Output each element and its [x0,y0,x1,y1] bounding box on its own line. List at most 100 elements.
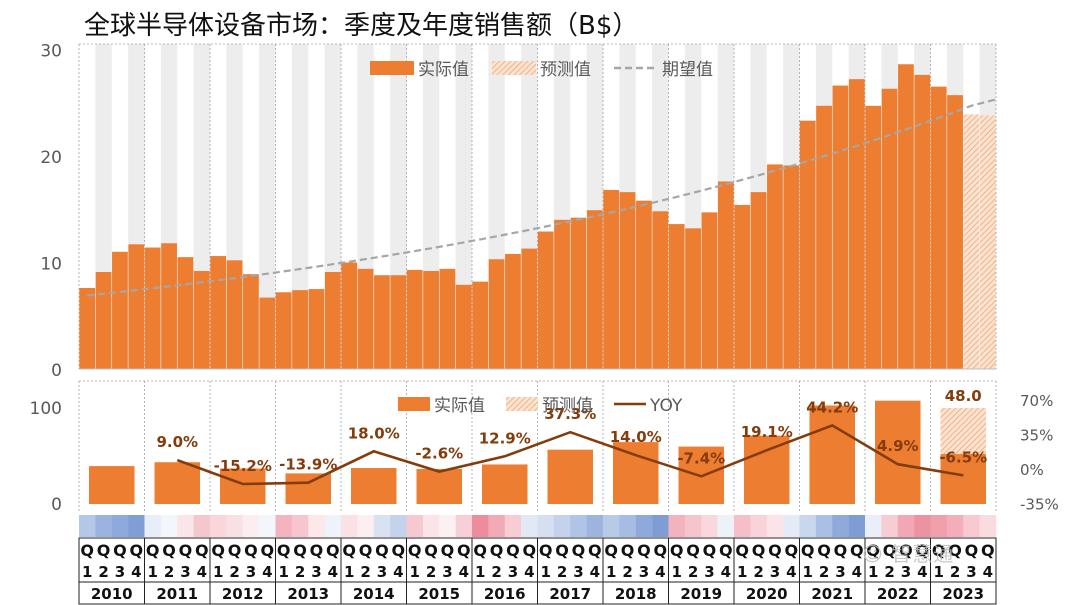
heat-cell [439,515,456,537]
actual-bar [177,257,194,369]
quarter-label-q: Q [244,541,258,560]
quarter-label-num: 3 [770,563,780,581]
quarter-label-num: 2 [622,563,632,581]
quarter-label-num: 2 [164,563,174,581]
quarter-label-q: Q [883,541,897,560]
actual-bar [537,231,554,369]
quarter-label-num: 4 [786,563,796,581]
quarter-label-num: 4 [983,563,993,581]
heat-cell [979,515,997,537]
quarter-label-q: Q [490,541,504,560]
quarter-label-num: 1 [409,563,419,581]
annual-actual-bar [482,464,528,504]
yoy-label: 19.1% [741,423,793,441]
year-label: 2019 [680,585,722,603]
annual-actual-bar [613,442,659,504]
heat-cell [652,515,669,537]
yoy-label: 44.2% [806,398,858,416]
yoy-label: -6.5% [939,448,987,466]
actual-bar [79,288,96,369]
actual-bar [308,289,325,369]
quarter-label-num: 4 [524,563,534,581]
y-tick-label: 30 [40,41,62,61]
quarter-label-q: Q [457,541,471,560]
actual-bar [947,95,963,370]
heat-cell [750,515,767,537]
heat-cell [865,515,882,537]
actual-bar [472,281,489,369]
quarter-label-q: Q [981,541,995,560]
quarter-label-q: Q [588,541,602,560]
annual-actual-bar [285,473,331,504]
legend-label-forecast: 预测值 [542,396,593,416]
heat-cell [144,515,162,537]
actual-bar [881,88,898,370]
heat-cell [422,515,440,537]
quarter-label-num: 1 [278,563,288,581]
legend-label-actual: 实际值 [418,60,469,80]
heat-cell [914,515,931,537]
heat-cell [668,515,686,537]
quarter-label-q: Q [637,541,651,560]
quarter-label-num: 2 [98,563,108,581]
quarter-label-q: Q [539,541,553,560]
year-label: 2012 [222,585,264,603]
y-tick-label: 20 [40,148,62,168]
quarter-label-num: 2 [426,563,436,581]
annual-actual-bar [220,468,266,504]
quarter-label-q: Q [375,541,389,560]
heat-cell [799,515,817,537]
actual-bar [554,219,570,369]
legend-label-actual: 实际值 [434,396,485,416]
actual-bar [341,262,358,369]
quarter-label-num: 1 [147,563,157,581]
forecast-bar [963,114,980,369]
quarter-label-q: Q [817,541,831,560]
quarter-label-num: 4 [721,563,731,581]
quarter-label-q: Q [310,541,324,560]
heat-cell [946,515,964,537]
legend-label-trend: 期望值 [662,60,713,80]
quarter-label-num: 1 [213,563,223,581]
quarter-label-q: Q [785,541,799,560]
quarter-label-num: 1 [737,563,747,581]
quarter-label-num: 3 [115,563,125,581]
quarter-label-num: 2 [295,563,305,581]
quarter-label-num: 2 [688,563,698,581]
quarter-label-num: 4 [197,563,207,581]
quarter-label-q: Q [834,541,848,560]
quarter-label-q: Q [359,541,373,560]
heat-cell [930,515,948,537]
heat-cell [766,515,784,537]
trend-line [87,98,997,297]
y-tick-label: 10 [40,254,62,274]
quarter-label-num: 2 [229,563,239,581]
annual-actual-bar [89,466,135,504]
heat-cell [603,515,620,537]
actual-bar [636,200,652,369]
quarter-label-q: Q [441,541,455,560]
chart-title: 全球半导体设备市场：季度及年度销售额（B$） [84,11,638,41]
quarter-label-q: Q [654,541,668,560]
yoy-label: -13.9% [279,456,337,474]
heat-cell [390,515,407,537]
forecast-bar [979,115,996,370]
quarter-band [259,44,276,369]
quarter-label-q: Q [392,541,406,560]
left-tick-label: 0 [51,495,62,515]
yoy-label: 18.0% [348,424,400,442]
heat-cell [128,515,145,537]
quarter-label-q: Q [948,541,962,560]
actual-bar [292,290,308,369]
quarter-label-q: Q [506,541,520,560]
quarter-label-num: 3 [704,563,714,581]
yoy-label: -15.2% [214,457,272,475]
actual-bar [243,274,259,369]
actual-bar [619,192,636,369]
actual-bar [423,270,439,369]
quarter-label-q: Q [473,541,487,560]
quarter-label-num: 1 [606,563,616,581]
year-label: 2015 [418,585,460,603]
actual-bar [783,165,800,369]
yoy-label: 12.9% [479,429,531,447]
